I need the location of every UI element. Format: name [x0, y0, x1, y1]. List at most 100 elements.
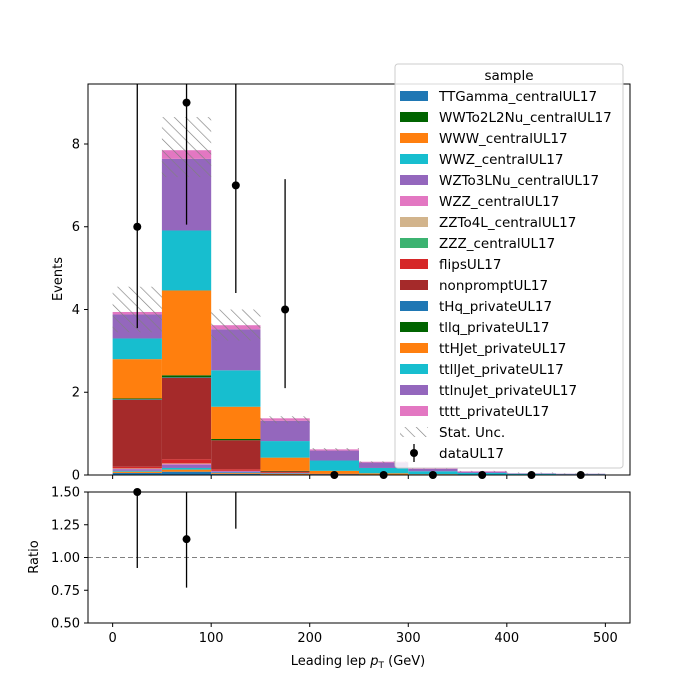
bar-nonpromptUL17-bin-1: [161, 377, 212, 460]
ratio-plot: 0.50 0.75 1.00 1.25 1.50 0 100 200 300 400 500 Ra…: [27, 486, 631, 671]
legend-swatch-ZZZ_centralUL17: [400, 238, 428, 248]
y-tick-label-0: 0: [72, 469, 80, 484]
ratio-y-tick-label-0.75: 0.75: [51, 584, 80, 599]
x-tick-label-300: 300: [396, 631, 421, 646]
main-plot-frame: [87, 83, 631, 476]
bar-WWZ_centralUL17-bin-0: [112, 470, 162, 472]
legend-label-tttt_privateUL17: tttt_privateUL17: [439, 404, 549, 420]
stat-unc-band-bin-3: [260, 416, 310, 424]
bar-ttllJet_privateUL17-bin-5: [359, 467, 409, 474]
bar-WWW_centralUL17-bin-2: [211, 472, 261, 474]
bar-ttllJet_privateUL17-bin-3: [260, 441, 310, 458]
legend-label-tllq_privateUL17: tllq_privateUL17: [439, 320, 549, 336]
bar-ttlnuJet_privateUL17-bin-4: [309, 450, 359, 461]
legend-swatch-TTGamma_centralUL17: [400, 91, 428, 101]
x-tick-label-100: 100: [199, 631, 224, 646]
bar-ttllJet_privateUL17-bin-2: [211, 370, 261, 407]
y-axis-label-ratio: Ratio: [27, 540, 42, 573]
x-axis-label-subscript: T: [377, 661, 384, 671]
data-point-0: [133, 222, 142, 231]
x-axis-label-main: Leading lep: [291, 654, 370, 669]
bar-WWW_centralUL17-bin-1: [161, 469, 212, 472]
legend-label-WWTo2L2Nu_centralUL17: WWTo2L2Nu_centralUL17: [439, 110, 612, 126]
legend-swatch-WZTo3LNu_centralUL17: [400, 175, 428, 185]
legend-label-WWW_centralUL17: WWW_centralUL17: [439, 131, 568, 147]
bar-ZZTo4L_centralUL17-bin-0: [112, 468, 162, 469]
legend: sample TTGamma_centralUL17 WWTo2L2Nu_cent…: [394, 63, 624, 469]
legend-label-WWZ_centralUL17: WWZ_centralUL17: [439, 152, 563, 168]
bar-TTGamma_centralUL17-bin-0: [112, 472, 162, 475]
bar-flipsUL17-bin-1: [161, 459, 212, 464]
legend-label-ttllJet_privateUL17: ttllJet_privateUL17: [439, 362, 564, 378]
bar-WZTo3LNu_centralUL17-bin-0: [112, 469, 162, 471]
bar-tHq_privateUL17-bin-0: [112, 399, 162, 400]
bar-ZZTo4L_centralUL17-bin-1: [161, 463, 212, 464]
legend-label-ZZTo4L_centralUL17: ZZTo4L_centralUL17: [439, 215, 576, 231]
bar-WZZ_centralUL17-bin-2: [211, 470, 261, 472]
bar-tllq_privateUL17-bin-3: [260, 470, 310, 472]
legend-swatch-stat-unc: [400, 427, 428, 437]
legend-swatch-WZZ_centralUL17: [400, 196, 428, 206]
main-plot: 0 2 4 6 8 Events: [51, 83, 631, 484]
legend-label-ttHJet_privateUL17: ttHJet_privateUL17: [439, 341, 566, 357]
bar-tllq_privateUL17-bin-2: [211, 439, 261, 441]
bar-ttlnuJet_privateUL17-bin-5: [359, 462, 409, 468]
x-tick-label-400: 400: [494, 631, 519, 646]
legend-swatch-WWZ_centralUL17: [400, 154, 428, 164]
data-point-1: [182, 98, 191, 107]
bar-tHq_privateUL17-bin-1: [161, 377, 212, 378]
x-tick-label-0: 0: [108, 631, 116, 646]
legend-swatch-ttHJet_privateUL17: [400, 343, 428, 353]
ratio-y-tick-label-1.25: 1.25: [51, 518, 80, 533]
data-point-2: [231, 181, 240, 190]
bar-WWW_centralUL17-bin-3: [260, 473, 310, 475]
legend-marker-data: [410, 449, 418, 457]
y-tick-label-4: 4: [72, 303, 80, 318]
bar-nonpromptUL17-bin-0: [112, 399, 162, 467]
legend-swatch-tttt_privateUL17: [400, 406, 428, 416]
bar-ttllJet_privateUL17-bin-1: [161, 230, 212, 291]
legend-label-TTGamma_centralUL17: TTGamma_centralUL17: [438, 89, 597, 105]
legend-label-ZZZ_centralUL17: ZZZ_centralUL17: [439, 236, 555, 252]
y-tick-label-2: 2: [72, 386, 80, 401]
legend-label-ttlnuJet_privateUL17: ttlnuJet_privateUL17: [439, 383, 577, 399]
bar-WZTo3LNu_centralUL17-bin-2: [211, 471, 261, 473]
bar-WWZ_centralUL17-bin-2: [211, 472, 261, 474]
bar-ttllJet_privateUL17-bin-0: [112, 338, 162, 360]
bar-ttlnuJet_privateUL17-bin-3: [260, 420, 310, 442]
bar-flipsUL17-bin-0: [112, 466, 162, 469]
bar-WZTo3LNu_centralUL17-bin-3: [260, 472, 310, 474]
bar-WZZ_centralUL17-bin-1: [161, 463, 212, 465]
legend-swatch-ZZTo4L_centralUL17: [400, 217, 428, 227]
ratio-y-tick-label-1.50: 1.50: [51, 486, 80, 501]
legend-swatch-ttlnuJet_privateUL17: [400, 385, 428, 395]
x-axis-label-unit: (GeV): [384, 654, 425, 669]
bar-WWZ_centralUL17-bin-1: [161, 467, 212, 470]
y-tick-label-8: 8: [72, 137, 80, 152]
legend-label-WZZ_centralUL17: WZZ_centralUL17: [439, 194, 559, 210]
bar-WZZ_centralUL17-bin-0: [112, 468, 162, 470]
stat-unc-band-bin-5: [359, 461, 409, 464]
legend-label-tHq_privateUL17: tHq_privateUL17: [439, 299, 552, 315]
ratio-y-tick-label-1.00: 1.00: [51, 551, 80, 566]
ratio-y-tick-label-0.50: 0.50: [51, 617, 80, 632]
legend-swatch-ttllJet_privateUL17: [400, 364, 428, 374]
legend-label-Stat. Unc.: Stat. Unc.: [439, 425, 505, 441]
legend-swatch-flipsUL17: [400, 259, 428, 269]
bar-tllq_privateUL17-bin-0: [112, 398, 162, 400]
bar-tllq_privateUL17-bin-1: [161, 375, 212, 378]
bar-nonpromptUL17-bin-2: [211, 440, 261, 470]
bar-WWW_centralUL17-bin-0: [112, 471, 162, 473]
bar-nonpromptUL17-bin-3: [260, 471, 310, 473]
bar-ttHJet_privateUL17-bin-0: [112, 359, 162, 399]
legend-label-WZTo3LNu_centralUL17: WZTo3LNu_centralUL17: [439, 173, 599, 189]
bar-WWZ_centralUL17-bin-3: [260, 473, 310, 474]
stat-unc-band-bin-4: [309, 448, 359, 452]
bar-ttHJet_privateUL17-bin-3: [260, 457, 310, 471]
bar-flipsUL17-bin-3: [260, 472, 310, 473]
legend-swatch-tHq_privateUL17: [400, 301, 428, 311]
x-tick-label-200: 200: [297, 631, 322, 646]
y-tick-label-6: 6: [72, 220, 80, 235]
bar-WZTo3LNu_centralUL17-bin-1: [161, 464, 212, 468]
x-axis-label: Leading lep pT (GeV): [291, 654, 425, 671]
